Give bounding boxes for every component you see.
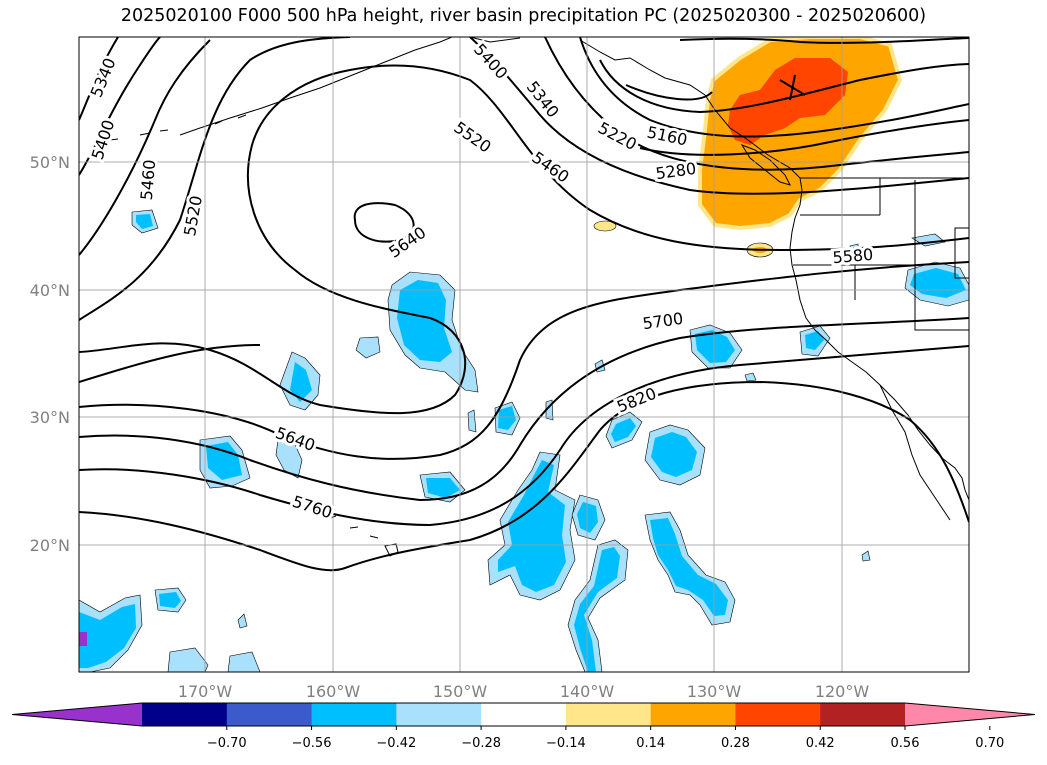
colorbar-segment: [396, 703, 482, 726]
colorbar-segment: [142, 703, 228, 726]
lon-label: 170°W: [178, 682, 233, 701]
height-contours: [79, 37, 969, 572]
negative-pc-area: [290, 362, 312, 402]
negative-pc-area: [79, 604, 136, 668]
colorbar-tick-label: 0.56: [891, 736, 920, 751]
aleutian-islands: [109, 114, 247, 141]
height-contour: [79, 37, 161, 176]
positive-precip-areas: [593, 37, 903, 258]
height-contour: [599, 59, 969, 114]
colorbar-segment: [650, 703, 736, 726]
colorbar-tick-label: −0.28: [461, 736, 501, 751]
negative-pc-area: [574, 547, 620, 672]
height-contour: [79, 380, 969, 572]
negative-pc-area: [498, 406, 516, 430]
height-contour: [79, 317, 969, 502]
colorbar-tick-label: 0.42: [806, 736, 835, 751]
height-contour: [544, 37, 969, 171]
negative-pc-area: [611, 418, 636, 442]
negative-pc-area: [744, 372, 757, 382]
lat-label: 20°N: [30, 536, 70, 555]
negative-pc-area: [206, 442, 242, 480]
height-contour: [79, 37, 351, 321]
negative-pc-area: [650, 518, 728, 616]
low-center-marker: [779, 74, 806, 101]
map-area: 5340 5400 5460 5520 5640 5400 5340 5520 …: [79, 37, 969, 672]
lon-label: 120°W: [815, 682, 870, 701]
negative-pc-area: [805, 331, 824, 350]
negative-pc-area: [355, 336, 381, 359]
height-contour: [625, 84, 713, 101]
contour-label: 5580: [832, 245, 874, 267]
colorbar-segment: [481, 703, 567, 726]
lon-label: 160°W: [306, 682, 361, 701]
negative-pc-area: [159, 592, 181, 608]
figure-title: 2025020100 F000 500 hPa height, river ba…: [120, 6, 927, 26]
contour-label: 5460: [137, 159, 159, 201]
colorbar-segment: [820, 703, 906, 726]
height-contour: [469, 37, 969, 195]
graticule: [79, 37, 969, 672]
colorbar-extend-high: [905, 703, 1035, 726]
lon-label: 140°W: [560, 682, 615, 701]
colorbar-segment: [226, 703, 313, 726]
height-contour: [79, 64, 969, 415]
height-contour: [79, 345, 969, 527]
colorbar-tick-label: −0.56: [292, 736, 332, 751]
baja-california-coast: [879, 384, 951, 521]
negative-pc-area: [397, 280, 452, 362]
lon-label: 130°W: [687, 682, 742, 701]
negative-pc-area: [861, 550, 871, 562]
colorbar-segment: [311, 703, 397, 726]
negative-pc-area: [227, 651, 261, 672]
gulf-of-alaska-coast: [469, 37, 969, 501]
height-contour: [679, 37, 969, 44]
negative-pc-area: [275, 437, 303, 479]
negative-pc-area: [651, 432, 697, 477]
height-contour: [79, 39, 211, 256]
map-frame: [78, 36, 970, 673]
colorbar-extend-low: [12, 703, 142, 726]
height-contour: [79, 344, 261, 383]
low-center-cross: [789, 74, 796, 101]
lat-label: 40°N: [30, 281, 70, 300]
colorbar-segment: [565, 703, 652, 726]
colorbar-tick-label: 0.28: [721, 736, 750, 751]
negative-pc-area: [237, 613, 248, 629]
negative-pc-area: [426, 478, 460, 498]
negative-pc-area: [79, 632, 87, 646]
colorbar-tick-label: 0.14: [636, 736, 665, 751]
positive-pc-outline-0.14: [698, 37, 903, 231]
colorbar-tick-label: −0.14: [546, 736, 586, 751]
colorbar-segment: [735, 703, 821, 726]
positive-pc-blob: [593, 220, 617, 232]
negative-pc-area: [695, 330, 735, 363]
lat-label: 50°N: [30, 153, 70, 172]
colorbar-outline: [11, 702, 1036, 727]
us-state-borders: [793, 178, 969, 331]
height-contour: [79, 261, 969, 460]
colorbar-tick-label: −0.42: [376, 736, 416, 751]
negative-pc-area: [136, 214, 153, 229]
height-contour: [579, 37, 969, 138]
lon-label: 150°W: [433, 682, 488, 701]
latitude-labels: 50°N 40°N 30°N 20°N: [30, 153, 70, 555]
height-contour: [639, 119, 969, 156]
colorbar-tick-label: 0.70: [975, 736, 1004, 751]
colorbar-tick-label: −0.70: [207, 736, 247, 751]
height-contour: [353, 202, 415, 243]
negative-pc-area: [467, 409, 477, 433]
negative-pc-area: [167, 647, 209, 672]
lat-label: 30°N: [30, 408, 70, 427]
longitude-labels: 170°W 160°W 150°W 140°W 130°W 120°W: [178, 682, 870, 701]
height-contour: [79, 37, 119, 121]
colorbar: −0.70 −0.56 −0.42 −0.28 −0.14 0.14 0.28 0.42 0.5…: [11, 702, 1036, 751]
positive-pc-area-0.42: [728, 58, 848, 145]
